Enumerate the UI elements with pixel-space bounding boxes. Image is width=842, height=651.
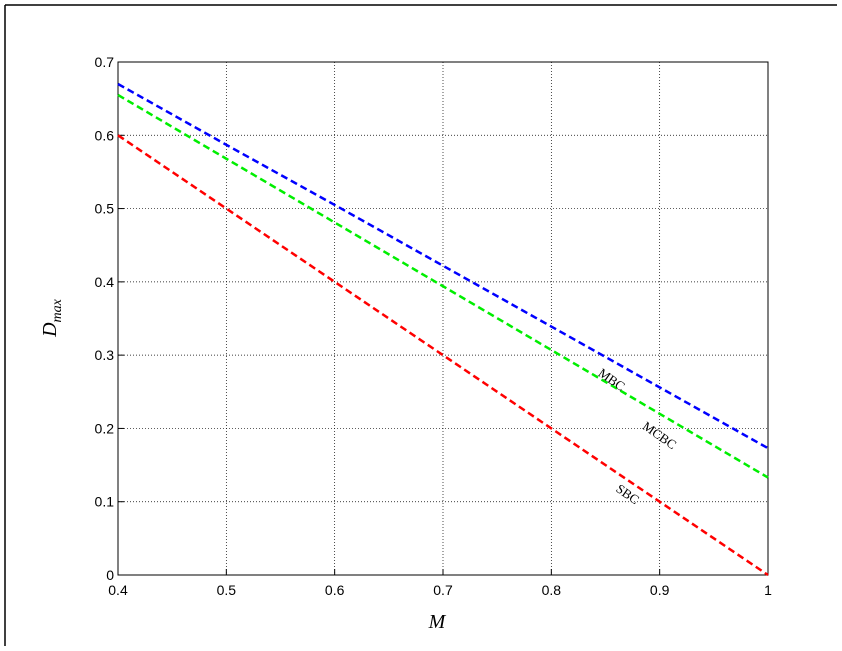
y-tick-label: 0.6 <box>95 127 115 143</box>
y-tick-label: 0.7 <box>95 54 115 70</box>
x-axis-label: M <box>428 611 447 633</box>
y-axis-label-main: D <box>39 322 61 338</box>
x-tick-label: 0.9 <box>650 582 670 598</box>
x-tick-label: 0.7 <box>433 582 453 598</box>
y-axis-label: Dmax <box>39 298 65 338</box>
y-axis-label-group: Dmax <box>39 298 65 338</box>
y-tick-label: 0.2 <box>95 420 115 436</box>
x-tick-label: 0.5 <box>217 582 237 598</box>
x-tick-label: 0.4 <box>108 582 128 598</box>
y-tick-label: 0 <box>106 567 114 583</box>
x-tick-label: 0.6 <box>325 582 345 598</box>
y-axis-label-sub: max <box>50 298 65 322</box>
x-tick-label: 1 <box>764 582 772 598</box>
page: {"chart_data": {"type": "line", "xlabel"… <box>0 0 842 651</box>
plot: 0.4 0.5 0.6 0.7 0.8 0.9 1 0 0.1 0.2 0.3 0.4 0.5 0.6 0.… <box>95 54 773 598</box>
y-tick-label: 0.1 <box>95 494 115 510</box>
y-tick-label: 0.5 <box>95 201 115 217</box>
chart: 0.4 0.5 0.6 0.7 0.8 0.9 1 0 0.1 0.2 0.3 0.4 0.5 0.6 0.… <box>0 0 842 646</box>
x-tick-label: 0.8 <box>542 582 562 598</box>
y-tick-label: 0.4 <box>95 274 115 290</box>
y-tick-label: 0.3 <box>95 347 115 363</box>
